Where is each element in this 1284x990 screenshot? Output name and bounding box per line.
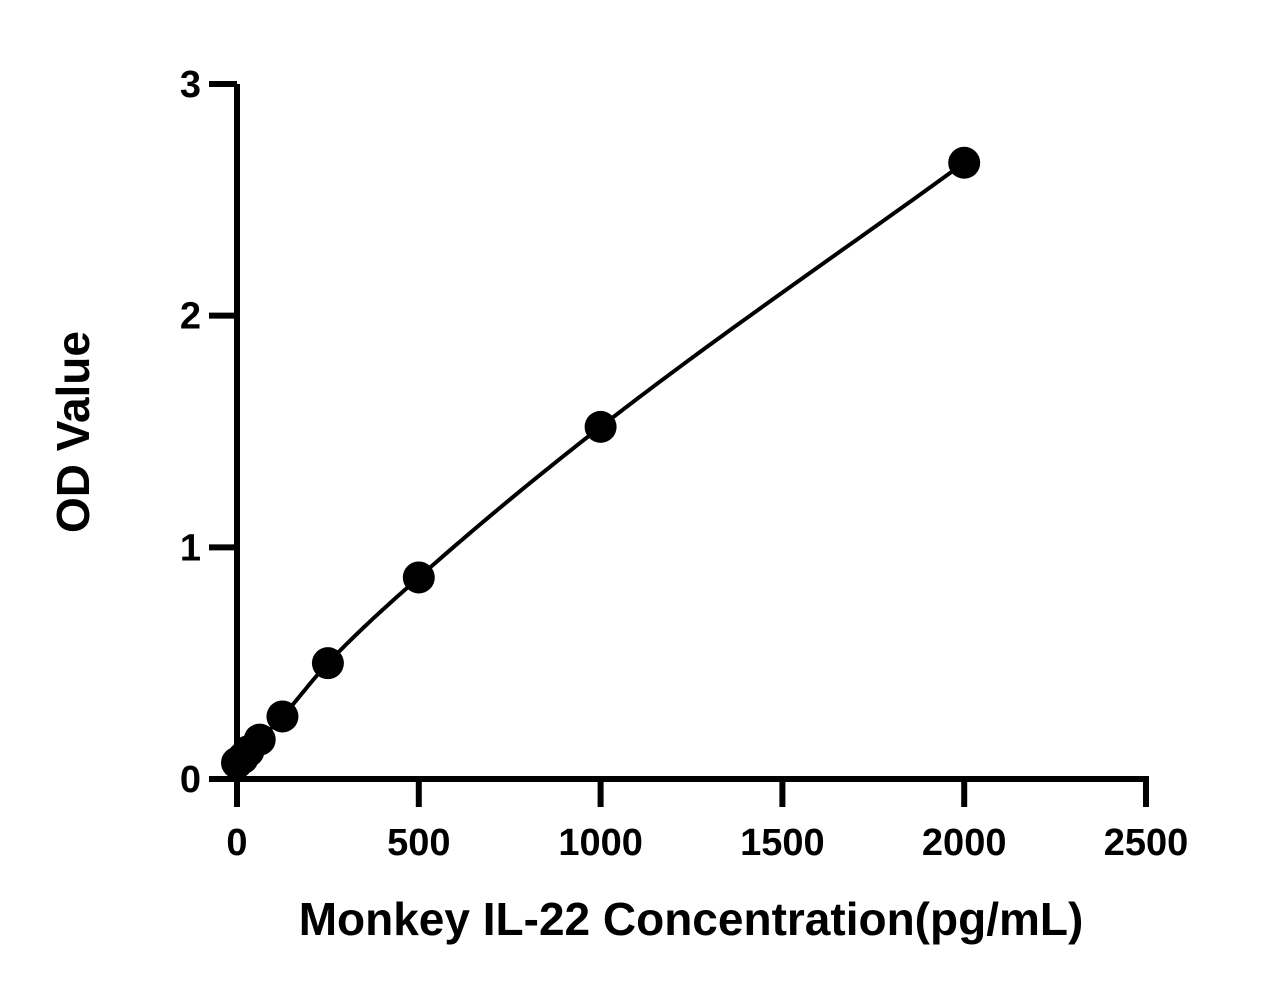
y-tick-label: 3: [180, 64, 201, 106]
data-point: [402, 561, 435, 594]
x-tick-label: 2500: [1104, 822, 1189, 864]
x-tick-label: 0: [226, 822, 247, 864]
y-axis-label: OD Value: [47, 331, 99, 533]
x-tick-label: 500: [387, 822, 450, 864]
y-tick-label: 1: [180, 527, 201, 569]
x-axis-label: Monkey IL-22 Concentration(pg/mL): [299, 893, 1084, 945]
fit-curve-layer: [235, 161, 966, 765]
y-tick-label: 0: [180, 759, 201, 801]
x-tick-label: 2000: [922, 822, 1007, 864]
data-point: [584, 410, 617, 443]
fit-curve: [235, 161, 966, 765]
data-point: [243, 723, 276, 756]
y-tick-label: 2: [180, 296, 201, 338]
data-point: [266, 700, 299, 733]
x-tick-label: 1500: [740, 822, 825, 864]
axes: [209, 81, 1149, 807]
y-tick-labels: 0 1 2 3: [180, 64, 201, 801]
data-point: [311, 647, 344, 680]
x-tick-label: 1000: [558, 822, 643, 864]
x-tick-labels: 0 500 1000 1500 2000 2500: [226, 822, 1188, 864]
data-point: [948, 146, 981, 179]
data-points: [221, 146, 981, 779]
